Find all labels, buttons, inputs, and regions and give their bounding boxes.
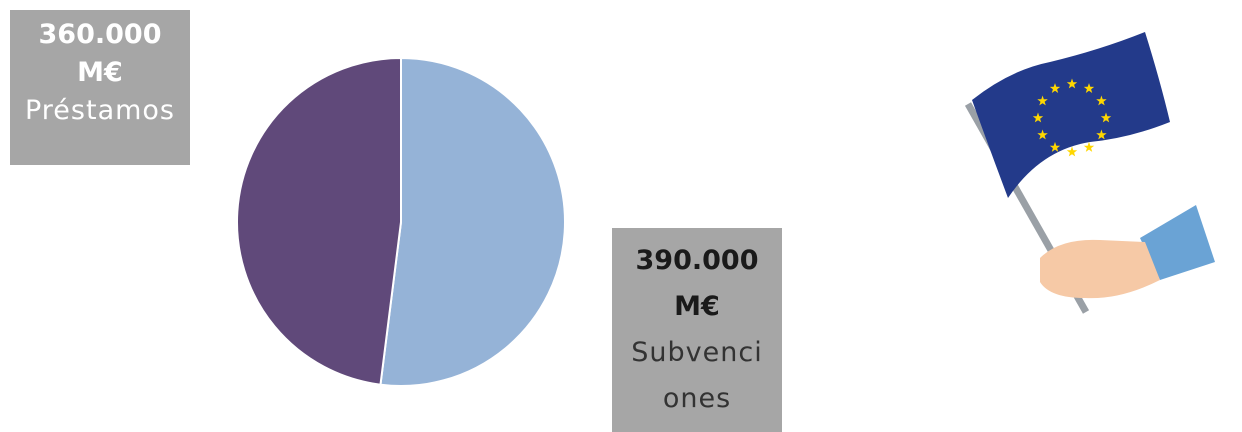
star (1100, 112, 1112, 123)
sleeve (1140, 205, 1215, 280)
unit-label: M€ (77, 57, 123, 88)
star (1049, 83, 1061, 93)
value-label: 390.000 (635, 245, 759, 276)
star (1037, 129, 1048, 140)
star (1037, 95, 1048, 106)
pie-slice (379, 56, 566, 387)
star (1066, 78, 1078, 89)
flag-cloth (972, 32, 1170, 198)
category-label: Préstamos (24, 95, 175, 126)
flag-stars (1032, 78, 1112, 157)
star (1096, 129, 1107, 140)
hand (1040, 239, 1160, 299)
pie-slice (236, 56, 402, 386)
star (1032, 112, 1044, 123)
value-label: 360.000 (38, 19, 162, 50)
eu-flag-illustration (964, 32, 1215, 314)
star (1083, 83, 1095, 93)
star (1066, 146, 1078, 157)
star (1083, 141, 1095, 152)
star (1049, 141, 1061, 152)
category-label: Subvenciones (631, 337, 763, 414)
unit-label: M€ (674, 291, 720, 322)
slice-label: 390.000 M€ Subvenciones (612, 228, 782, 432)
slice-label: 360.000 M€ Préstamos (10, 10, 190, 165)
star (1096, 95, 1107, 106)
